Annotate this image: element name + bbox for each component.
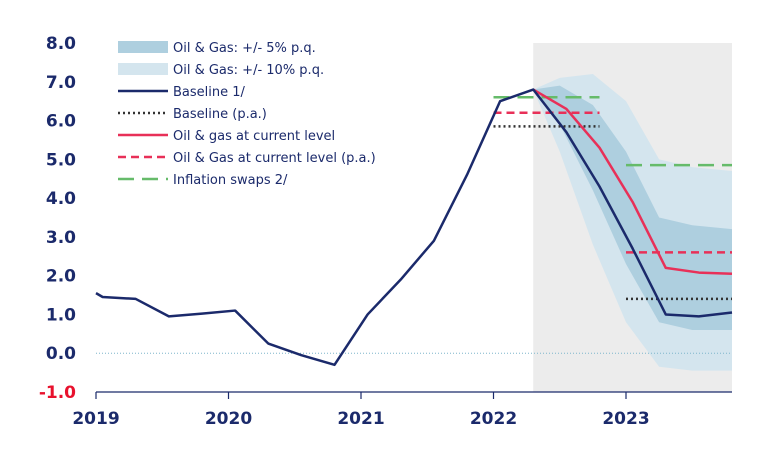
legend-item-baseline-label: Baseline 1/ bbox=[173, 85, 246, 100]
legend: Oil & Gas: +/- 5% p.q. Oil & Gas: +/- 10%… bbox=[118, 41, 376, 188]
band-5pct bbox=[533, 85, 732, 330]
legend-item-band5-swatch bbox=[118, 41, 168, 53]
y-tick-label-4: 4.0 bbox=[46, 189, 76, 209]
axes: 2019 2020 2021 2022 2023 8.0 7.0 6.0 5.0 4.0 3.0 2.… bbox=[39, 34, 732, 429]
y-tick-label-1: 7.0 bbox=[46, 73, 76, 93]
x-tick-label-2021: 2021 bbox=[337, 409, 384, 429]
series-lines bbox=[95, 88, 733, 367]
x-tick-label-2019: 2019 bbox=[72, 409, 119, 429]
legend-item-current_pa-label: Oil & Gas at current level (p.a.) bbox=[173, 151, 376, 166]
y-tick-label-3: 5.0 bbox=[46, 150, 76, 170]
y-tick-label-5: 3.0 bbox=[46, 228, 76, 248]
x-tick-label-2020: 2020 bbox=[205, 409, 252, 429]
legend-item-swaps-label: Inflation swaps 2/ bbox=[173, 173, 288, 188]
y-tick-label-8: 0.0 bbox=[46, 344, 76, 364]
legend-item-baseline_pa-label: Baseline (p.a.) bbox=[173, 107, 267, 122]
y-tick-label-9: -1.0 bbox=[39, 383, 76, 403]
legend-item-band10-swatch bbox=[118, 63, 168, 75]
series-baseline-1 bbox=[95, 88, 733, 367]
y-tick-label-6: 2.0 bbox=[46, 267, 76, 287]
x-tick-label-2022: 2022 bbox=[470, 409, 517, 429]
legend-item-current-label: Oil & gas at current level bbox=[173, 129, 335, 144]
legend-item-band5-label: Oil & Gas: +/- 5% p.q. bbox=[173, 41, 316, 56]
series-oil-gas-at-current-level bbox=[532, 88, 733, 275]
y-tick-label-2: 6.0 bbox=[46, 112, 76, 132]
y-tick-label-0: 8.0 bbox=[46, 34, 76, 54]
y-tick-label-7: 1.0 bbox=[46, 305, 76, 325]
legend-item-band10-label: Oil & Gas: +/- 10% p.q. bbox=[173, 63, 324, 78]
x-tick-label-2023: 2023 bbox=[602, 409, 649, 429]
forecast-bands bbox=[533, 74, 732, 371]
